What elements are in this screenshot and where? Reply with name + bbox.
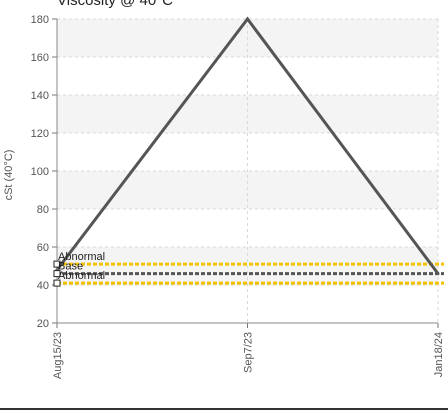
- x-tick-label: Aug15/23: [52, 332, 64, 379]
- limit-marker: [53, 279, 61, 287]
- x-tick-labels: Aug15/23 Sep7/23 Jan18/24: [52, 332, 445, 379]
- data-point: [246, 17, 249, 21]
- x-tick-label: Jan18/24: [433, 332, 445, 377]
- y-tick-label: 160: [31, 52, 49, 64]
- data-point: [436, 272, 440, 276]
- limit-label: Base: [58, 261, 83, 273]
- limit-label: Abnormal: [58, 251, 105, 263]
- y-tick-label: 20: [37, 318, 49, 330]
- y-tick-label: 100: [31, 166, 49, 178]
- x-tick-label: Sep7/23: [243, 332, 255, 373]
- y-tick-label: 60: [37, 242, 49, 254]
- y-tick-labels: 20 40 60 80 100 120 140 160 180: [31, 14, 49, 330]
- y-tick-label: 40: [37, 280, 49, 292]
- y-tick-label: 120: [31, 128, 49, 140]
- limit-marker: [53, 260, 61, 268]
- plot-band: [57, 95, 438, 133]
- limit-label: Abnormal: [58, 270, 105, 282]
- y-tick-label: 180: [31, 14, 49, 26]
- y-tick-label: 140: [31, 90, 49, 102]
- y-tick-label: 80: [37, 204, 49, 216]
- limit-marker: [53, 270, 61, 278]
- chart-title: Viscosity @ 40°C: [57, 0, 173, 9]
- limit-lines: [57, 262, 444, 285]
- y-axis-label: cSt (40°C): [3, 150, 15, 201]
